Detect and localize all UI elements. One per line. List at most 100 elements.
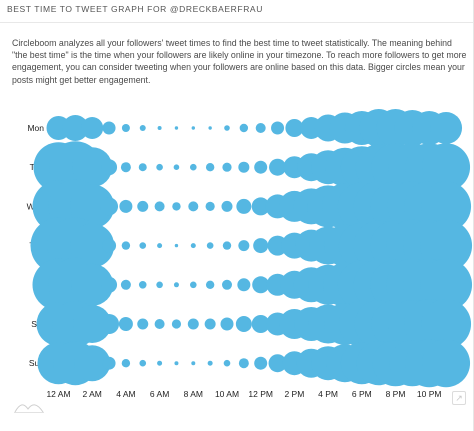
bubble-sat-h11[interactable] (235, 316, 252, 332)
bubble-fri-h3[interactable] (101, 276, 118, 293)
bubble-sun-h13[interactable] (268, 354, 287, 373)
bubble-thu-h12[interactable] (253, 238, 269, 254)
bubble-mon-h12[interactable] (255, 123, 266, 133)
bubble-wed-h7[interactable] (172, 202, 181, 211)
x-tick-label: 2 AM (83, 389, 102, 399)
bubble-tue-h11[interactable] (238, 161, 250, 173)
bubble-mon-h14[interactable] (285, 119, 304, 137)
bubble-tue-h8[interactable] (190, 163, 197, 171)
bubble-tue-h13[interactable] (269, 158, 287, 176)
x-tick-label: 8 PM (386, 389, 406, 399)
bubble-wed-h3[interactable] (100, 197, 119, 216)
bubble-fri-h7[interactable] (173, 282, 179, 288)
expand-icon[interactable]: ↗ (452, 391, 466, 405)
bubble-chart-svg: MonTueWedThuFriSatSun12 AM 2 AM 4 AM 6 AM 8 … (27, 109, 473, 399)
bubble-sat-h3[interactable] (99, 314, 120, 334)
bubble-thu-h7[interactable] (174, 243, 179, 248)
bubble-sun-h12[interactable] (254, 356, 268, 370)
bubble-sat-h4[interactable] (118, 317, 133, 331)
bubble-fri-h12[interactable] (252, 276, 270, 294)
bubble-sun-h3[interactable] (102, 356, 116, 370)
bubble-thu-h23[interactable] (420, 219, 473, 272)
bubble-tue-h2[interactable] (72, 147, 113, 188)
bubble-tue-h6[interactable] (156, 163, 163, 171)
bubble-fri-h6[interactable] (156, 281, 163, 289)
bubble-sun-h23[interactable] (422, 339, 471, 388)
x-tick-label: 4 PM (318, 389, 338, 399)
x-tick-label: 2 PM (284, 389, 304, 399)
bubble-fri-h11[interactable] (237, 278, 251, 292)
bubble-sat-h7[interactable] (171, 319, 182, 329)
bubble-tue-h4[interactable] (120, 162, 131, 173)
bubble-thu-h5[interactable] (139, 242, 147, 249)
bubble-wed-h9[interactable] (205, 201, 215, 211)
bubble-wed-h8[interactable] (188, 201, 199, 212)
bubble-thu-h8[interactable] (190, 243, 196, 249)
chart-description: Circleboom analyzes all your followers' … (12, 38, 467, 85)
bubble-mon-h13[interactable] (271, 121, 285, 135)
bubble-sat-h6[interactable] (154, 319, 165, 329)
bubble-mon-h9[interactable] (208, 126, 212, 130)
bubble-fri-h23[interactable] (420, 258, 473, 311)
bubble-thu-h10[interactable] (222, 241, 232, 250)
bubble-mon-h5[interactable] (139, 125, 146, 131)
bubble-tue-h5[interactable] (138, 163, 147, 172)
bubble-fri-h8[interactable] (190, 281, 197, 289)
bubble-thu-h2[interactable] (70, 223, 115, 268)
bubble-tue-h3[interactable] (101, 159, 118, 176)
bubble-sat-h23[interactable] (421, 299, 472, 349)
bubble-fri-h4[interactable] (120, 279, 131, 290)
bubble-sat-h9[interactable] (204, 318, 216, 330)
bubble-fri-h2[interactable] (71, 263, 114, 306)
bubble-wed-h2[interactable] (70, 184, 115, 229)
bubble-sun-h10[interactable] (223, 359, 231, 367)
best-time-bubble-chart: MonTueWedThuFriSatSun12 AM 2 AM 4 AM 6 AM 8 … (0, 96, 474, 406)
bubble-sat-h12[interactable] (251, 315, 270, 333)
bubble-thu-h9[interactable] (206, 242, 214, 249)
bubble-mon-h11[interactable] (239, 123, 249, 133)
title-divider (0, 22, 473, 23)
bubble-mon-h7[interactable] (174, 126, 179, 130)
bubble-thu-h11[interactable] (238, 240, 250, 252)
bubble-wed-h23[interactable] (421, 181, 472, 232)
x-tick-label: 10 PM (417, 389, 442, 399)
bubble-wed-h10[interactable] (221, 200, 233, 212)
bubble-wed-h5[interactable] (137, 200, 149, 212)
bubble-sun-h9[interactable] (207, 360, 213, 366)
bubble-sun-h4[interactable] (121, 359, 131, 368)
bubble-sun-h7[interactable] (174, 361, 179, 366)
bubble-sun-h8[interactable] (191, 361, 196, 366)
bubble-sun-h2[interactable] (74, 345, 111, 382)
bubble-mon-h6[interactable] (157, 126, 162, 130)
bubble-wed-h12[interactable] (251, 197, 270, 216)
bubble-tue-h12[interactable] (254, 160, 268, 174)
bubble-mon-h4[interactable] (121, 124, 130, 132)
bubble-mon-h23[interactable] (430, 112, 463, 144)
bubble-sat-h5[interactable] (137, 318, 149, 330)
bubble-sat-h8[interactable] (187, 318, 199, 330)
bubble-mon-h2[interactable] (81, 117, 104, 139)
bubble-mon-h10[interactable] (224, 125, 230, 131)
bubble-thu-h4[interactable] (121, 241, 131, 250)
x-tick-label: 6 PM (352, 389, 372, 399)
bubble-sat-h2[interactable] (73, 305, 112, 343)
bubble-fri-h10[interactable] (222, 279, 232, 290)
bubble-mon-h8[interactable] (191, 126, 195, 130)
bubble-sun-h11[interactable] (238, 358, 249, 369)
bubble-thu-h3[interactable] (102, 238, 117, 253)
bubble-fri-h9[interactable] (205, 280, 215, 289)
bubble-tue-h9[interactable] (205, 163, 215, 172)
bubble-thu-h6[interactable] (157, 243, 163, 249)
bubble-wed-h6[interactable] (154, 201, 165, 212)
bubble-wed-h4[interactable] (119, 199, 133, 213)
bubble-tue-h7[interactable] (173, 164, 180, 170)
bubble-wed-h11[interactable] (236, 198, 252, 214)
bubble-mon-h3[interactable] (102, 121, 116, 135)
bubble-tue-h23[interactable] (422, 143, 471, 192)
bubble-fri-h5[interactable] (138, 281, 147, 289)
bubble-tue-h10[interactable] (222, 162, 232, 172)
bubble-sun-h5[interactable] (139, 359, 147, 367)
bubble-sun-h6[interactable] (157, 360, 163, 366)
bubble-sat-h10[interactable] (220, 317, 234, 331)
bubble-mon-h1[interactable] (62, 115, 89, 141)
